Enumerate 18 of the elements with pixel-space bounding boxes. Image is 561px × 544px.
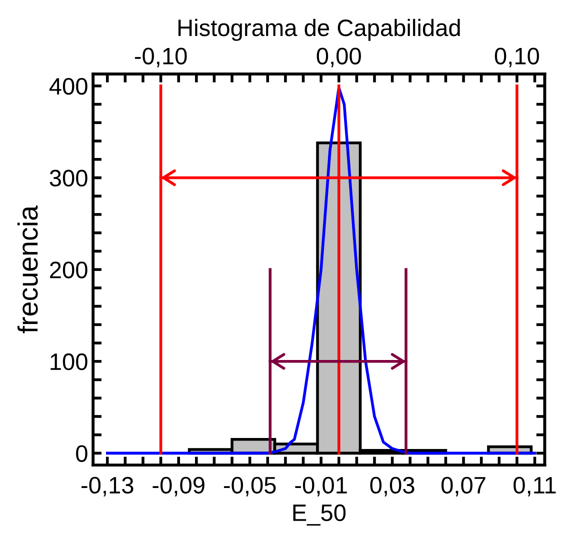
x-tick-label: -0,13 xyxy=(82,476,134,496)
x-axis-title: E_50 xyxy=(293,504,346,526)
x2-tick-label: -0,10 xyxy=(134,48,187,68)
y-tick-label: 200 xyxy=(50,262,88,278)
y-tick-label: 400 xyxy=(49,78,88,95)
x-tick-label: 0,11 xyxy=(514,476,556,496)
chart-title: Histograma de Capabilidad xyxy=(178,18,460,41)
x-tick-label: 0,07 xyxy=(441,476,486,496)
y-axis-title: frecuencia xyxy=(17,205,38,334)
y-tick-label: 100 xyxy=(50,353,88,370)
x-tick-label: -0,09 xyxy=(152,476,204,496)
x-tick-label: 0,03 xyxy=(370,476,414,496)
y-tick-label: 300 xyxy=(50,170,88,187)
x-tick-label: -0,01 xyxy=(295,476,347,496)
y-tick-label: 0 xyxy=(76,445,88,462)
x2-tick-label: 0,00 xyxy=(316,48,361,68)
x2-tick-label: 0,10 xyxy=(494,48,540,68)
x-tick-label: -0,05 xyxy=(224,476,276,496)
